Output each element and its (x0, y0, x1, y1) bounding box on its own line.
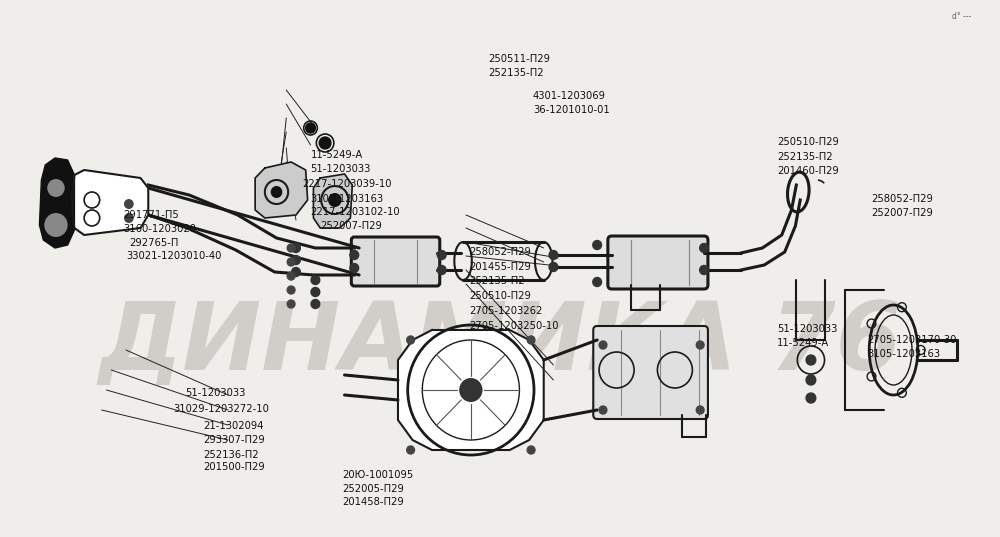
Circle shape (527, 446, 535, 454)
Circle shape (292, 243, 300, 252)
Text: 252007-П29: 252007-П29 (871, 208, 933, 217)
Polygon shape (398, 330, 544, 450)
FancyBboxPatch shape (593, 326, 708, 419)
Text: 51-1203033: 51-1203033 (777, 324, 837, 333)
Text: 201500-П29: 201500-П29 (204, 462, 265, 472)
Circle shape (599, 341, 607, 349)
Text: 20Ю-1001095: 20Ю-1001095 (343, 470, 414, 480)
Text: 3160-1203020: 3160-1203020 (123, 224, 196, 234)
Polygon shape (39, 158, 74, 248)
Circle shape (287, 286, 295, 294)
Circle shape (350, 250, 359, 259)
FancyBboxPatch shape (608, 236, 708, 289)
Circle shape (350, 264, 359, 272)
Circle shape (328, 193, 342, 207)
Circle shape (806, 393, 816, 403)
Text: 3105-1203163: 3105-1203163 (311, 194, 384, 204)
Text: d° ---: d° --- (952, 12, 971, 21)
Text: 21-1302094: 21-1302094 (204, 421, 264, 431)
Circle shape (287, 300, 295, 308)
Text: 252135-П2: 252135-П2 (777, 152, 833, 162)
Polygon shape (72, 170, 148, 235)
Text: 3105-1203163: 3105-1203163 (867, 350, 940, 359)
Text: 2217-1203039-10: 2217-1203039-10 (302, 179, 391, 188)
Text: 2705-1203170-30: 2705-1203170-30 (867, 336, 957, 345)
Text: 33021-1203010-40: 33021-1203010-40 (126, 251, 221, 260)
Text: 252135-П2: 252135-П2 (469, 277, 525, 286)
Text: 291771-П5: 291771-П5 (123, 210, 179, 220)
Text: 258052-П29: 258052-П29 (871, 194, 933, 204)
Circle shape (271, 186, 282, 198)
Text: 250510-П29: 250510-П29 (777, 137, 839, 147)
Circle shape (696, 341, 704, 349)
Circle shape (44, 213, 68, 237)
Circle shape (593, 278, 602, 287)
Text: 31029-1203272-10: 31029-1203272-10 (174, 404, 269, 414)
Text: 258052-П29: 258052-П29 (469, 248, 531, 257)
Text: 2705-1203250-10: 2705-1203250-10 (469, 322, 558, 331)
Circle shape (124, 199, 134, 209)
Text: 51-1203033: 51-1203033 (311, 164, 371, 174)
Text: 252135-П2: 252135-П2 (488, 68, 544, 78)
Circle shape (287, 258, 295, 266)
FancyBboxPatch shape (351, 237, 440, 286)
Polygon shape (255, 162, 308, 218)
Text: 51-1203033: 51-1203033 (185, 388, 246, 398)
Text: 4301-1203069: 4301-1203069 (533, 91, 606, 100)
Circle shape (806, 355, 816, 365)
Text: 250510-П29: 250510-П29 (469, 292, 531, 301)
Circle shape (319, 137, 331, 149)
Circle shape (599, 406, 607, 414)
Text: 2705-1203262: 2705-1203262 (469, 307, 542, 316)
Text: 201460-П29: 201460-П29 (777, 166, 839, 176)
Text: 293307-П29: 293307-П29 (204, 436, 265, 445)
Circle shape (306, 123, 315, 133)
Circle shape (549, 250, 558, 259)
Circle shape (593, 241, 602, 250)
Circle shape (292, 256, 300, 265)
Text: 292765-П: 292765-П (129, 238, 178, 248)
Text: 250511-П29: 250511-П29 (488, 54, 550, 64)
Circle shape (527, 336, 535, 344)
Text: 201455-П29: 201455-П29 (469, 262, 531, 272)
Circle shape (287, 272, 295, 280)
Circle shape (292, 267, 300, 277)
Circle shape (549, 263, 558, 272)
Text: 252136-П2: 252136-П2 (204, 451, 259, 460)
Circle shape (287, 244, 295, 252)
Polygon shape (313, 174, 352, 228)
Text: 2217-1203102-10: 2217-1203102-10 (311, 207, 400, 217)
Text: 36-1201010-01: 36-1201010-01 (533, 105, 610, 114)
Text: 252007-П29: 252007-П29 (320, 221, 382, 230)
Circle shape (311, 287, 320, 296)
Circle shape (700, 265, 708, 274)
Circle shape (459, 378, 483, 402)
Circle shape (311, 275, 320, 285)
Circle shape (806, 375, 816, 385)
Text: 11-5249-А: 11-5249-А (311, 150, 363, 159)
Circle shape (47, 179, 65, 197)
Text: ДИНАМИКА 76: ДИНАМИКА 76 (98, 297, 902, 390)
Circle shape (311, 300, 320, 308)
Text: 201458-П29: 201458-П29 (343, 497, 404, 506)
Text: 11-5249-А: 11-5249-А (777, 338, 829, 347)
Text: 252005-П29: 252005-П29 (343, 484, 404, 494)
Circle shape (437, 265, 446, 274)
Circle shape (437, 250, 446, 259)
Circle shape (124, 213, 134, 223)
Circle shape (407, 336, 414, 344)
Circle shape (700, 243, 708, 252)
Circle shape (696, 406, 704, 414)
Circle shape (407, 446, 414, 454)
